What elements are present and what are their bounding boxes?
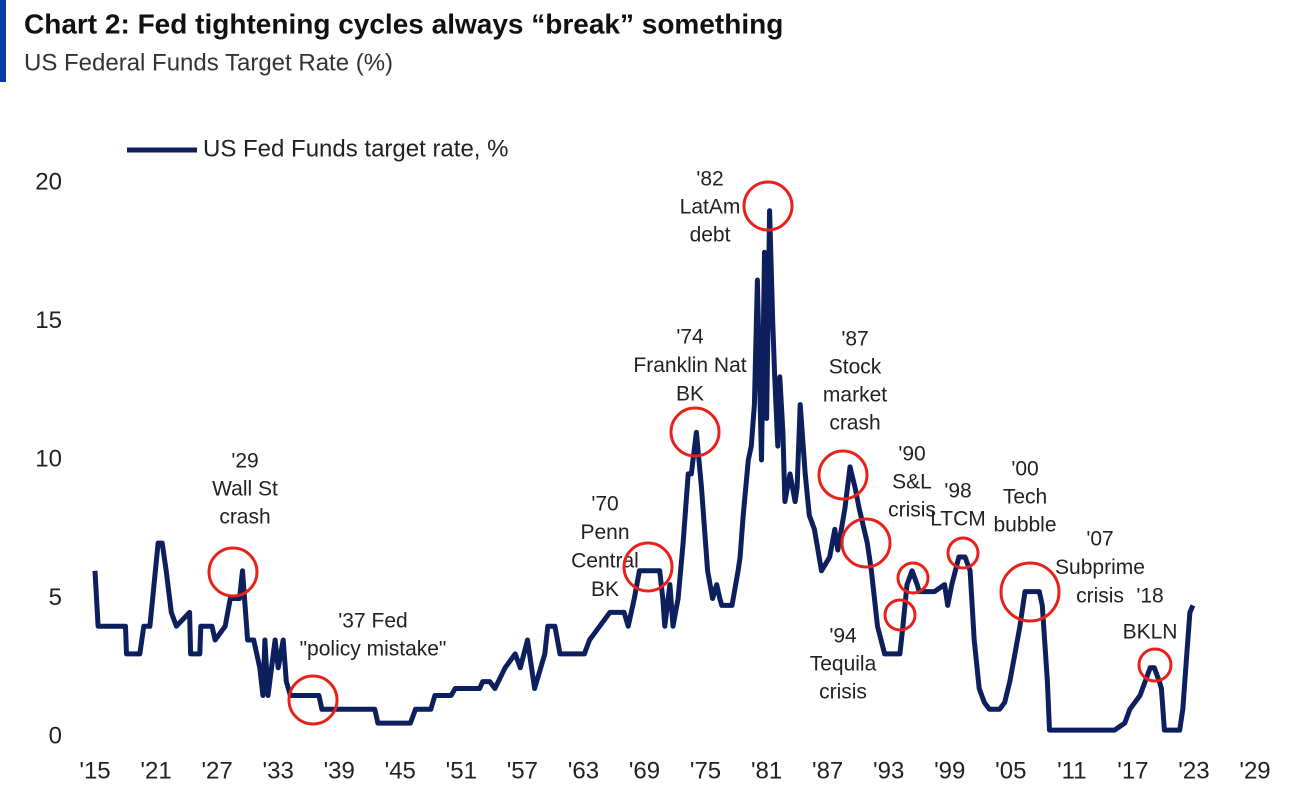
annotation: crash — [219, 506, 270, 529]
highlight-circle — [999, 561, 1061, 623]
annotation: crisis — [819, 681, 867, 704]
x-tick-label: '11 — [1057, 757, 1087, 784]
annotation: '82 — [696, 168, 723, 191]
x-tick-label: '39 — [324, 757, 355, 784]
chart-subtitle: US Federal Funds Target Rate (%) — [24, 49, 393, 76]
annotation: '00 — [1011, 458, 1038, 481]
highlight-circle — [669, 406, 721, 458]
x-tick-label: '17 — [1117, 757, 1148, 784]
annotation: S&L — [892, 471, 932, 494]
y-tick-label: 0 — [49, 722, 62, 749]
annotation: debt — [690, 224, 731, 247]
annotation: '87 — [841, 328, 868, 351]
annotation: Franklin Nat — [633, 354, 746, 377]
x-tick-label: '45 — [385, 757, 416, 784]
highlight-circle — [622, 541, 674, 593]
x-tick-label: '81 — [751, 757, 782, 784]
x-tick-label: '63 — [568, 757, 599, 784]
x-tick-label: '57 — [507, 757, 538, 784]
annotation: crisis — [1076, 585, 1124, 608]
annotation: '70 — [591, 493, 618, 516]
highlight-circle — [207, 546, 259, 598]
annotation: market — [823, 384, 887, 407]
annotation: BKLN — [1123, 621, 1178, 644]
annotation: BK — [591, 578, 619, 601]
annotation: crisis — [888, 499, 936, 522]
series-line — [92, 208, 1196, 733]
x-tick-label: '23 — [1178, 757, 1209, 784]
annotation: "policy mistake" — [300, 638, 447, 661]
annotation: BK — [676, 383, 704, 406]
annotation: '18 — [1136, 585, 1163, 608]
annotation: Tech — [1003, 486, 1047, 509]
chart-title: Chart 2: Fed tightening cycles always “b… — [24, 8, 783, 39]
annotation: '07 — [1086, 528, 1113, 551]
annotation: LTCM — [930, 508, 986, 531]
y-tick-label: 5 — [49, 584, 62, 611]
y-tick-label: 20 — [35, 168, 62, 195]
highlight-circle — [883, 598, 917, 632]
y-tick-label: 10 — [35, 445, 62, 472]
x-tick-label: '05 — [995, 757, 1026, 784]
annotation: Wall St — [212, 478, 278, 501]
annotation: '90 — [898, 443, 925, 466]
highlight-circle — [946, 536, 980, 570]
x-tick-label: '69 — [629, 757, 660, 784]
annotation: '29 — [231, 450, 258, 473]
y-tick-label: 15 — [35, 307, 62, 334]
x-tick-label: '99 — [934, 757, 965, 784]
title-accent — [0, 0, 6, 82]
x-tick-label: '21 — [140, 757, 171, 784]
annotation: Stock — [829, 356, 882, 379]
annotation: crash — [829, 412, 880, 435]
x-tick-label: '29 — [1239, 757, 1270, 784]
highlight-circle — [287, 674, 339, 726]
highlight-circle — [896, 561, 930, 595]
annotation: Central — [571, 550, 639, 573]
x-tick-label: '87 — [812, 757, 843, 784]
annotation: Tequila — [810, 653, 877, 676]
highlight-circle — [817, 449, 869, 501]
annotation: Subprime — [1055, 556, 1145, 579]
highlight-circle — [1137, 647, 1173, 683]
x-tick-label: '93 — [873, 757, 904, 784]
x-tick-label: '33 — [263, 757, 294, 784]
annotation: '74 — [676, 326, 704, 349]
annotation: LatAm — [680, 196, 741, 219]
annotation: '94 — [829, 625, 857, 648]
legend-label: US Fed Funds target rate, % — [203, 135, 508, 162]
x-tick-label: '75 — [690, 757, 721, 784]
annotation: '98 — [944, 480, 971, 503]
annotation: '37 Fed — [338, 610, 407, 633]
x-tick-label: '15 — [79, 757, 110, 784]
annotation: bubble — [993, 514, 1056, 537]
annotation: Penn — [580, 521, 629, 544]
x-tick-label: '27 — [201, 757, 232, 784]
x-tick-label: '51 — [446, 757, 477, 784]
highlight-circle — [840, 517, 892, 569]
highlight-circle — [742, 180, 794, 232]
